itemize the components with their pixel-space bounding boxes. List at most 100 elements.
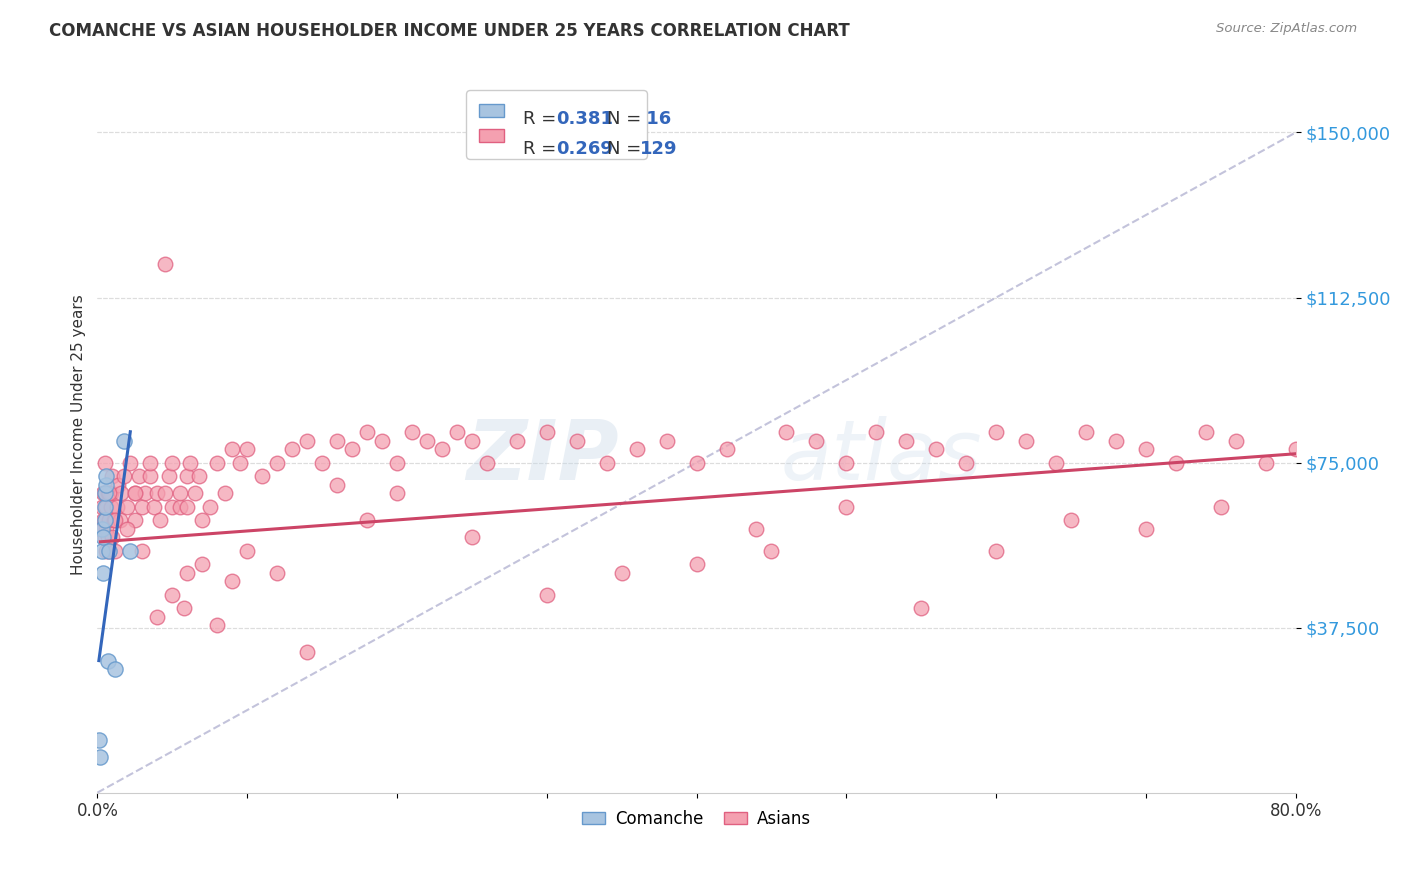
Point	[131, 543, 153, 558]
Point	[461, 434, 484, 448]
Point	[169, 500, 191, 514]
Point	[124, 486, 146, 500]
Point	[120, 543, 142, 558]
Point	[461, 530, 484, 544]
Point	[536, 588, 558, 602]
Point	[169, 486, 191, 500]
Text: R =: R =	[523, 140, 562, 159]
Point	[205, 618, 228, 632]
Point	[101, 468, 124, 483]
Point	[340, 442, 363, 457]
Point	[446, 425, 468, 439]
Point	[117, 500, 139, 514]
Point	[430, 442, 453, 457]
Point	[326, 477, 349, 491]
Point	[1074, 425, 1097, 439]
Point	[761, 543, 783, 558]
Point	[1209, 500, 1232, 514]
Point	[176, 566, 198, 580]
Point	[183, 486, 205, 500]
Text: ZIP: ZIP	[465, 416, 619, 497]
Point	[416, 434, 439, 448]
Point	[94, 456, 117, 470]
Point	[775, 425, 797, 439]
Point	[153, 486, 176, 500]
Point	[100, 486, 122, 500]
Point	[110, 486, 132, 500]
Point	[745, 522, 768, 536]
Point	[98, 543, 121, 558]
Point	[117, 522, 139, 536]
Point	[806, 434, 828, 448]
Point	[146, 609, 169, 624]
Point	[986, 543, 1008, 558]
Point	[98, 486, 121, 500]
Point	[198, 500, 221, 514]
Point	[266, 456, 288, 470]
Point	[89, 522, 111, 536]
Point	[1135, 442, 1157, 457]
Point	[107, 477, 129, 491]
Point	[94, 486, 117, 500]
Point	[146, 486, 169, 500]
Point	[93, 513, 115, 527]
Point	[1285, 442, 1308, 457]
Point	[96, 477, 118, 491]
Point	[112, 434, 135, 448]
Point	[955, 456, 977, 470]
Point	[685, 557, 707, 571]
Point	[94, 486, 117, 500]
Point	[124, 486, 146, 500]
Point	[96, 500, 118, 514]
Point	[97, 530, 120, 544]
Point	[157, 468, 180, 483]
Point	[104, 543, 127, 558]
Point	[1195, 425, 1218, 439]
Point	[112, 468, 135, 483]
Point	[371, 434, 394, 448]
Point	[139, 468, 162, 483]
Point	[506, 434, 529, 448]
Text: R =: R =	[523, 110, 562, 128]
Point	[626, 442, 648, 457]
Text: 16: 16	[640, 110, 672, 128]
Point	[896, 434, 918, 448]
Point	[105, 500, 128, 514]
Point	[250, 468, 273, 483]
Point	[610, 566, 633, 580]
Point	[835, 500, 858, 514]
Point	[326, 434, 349, 448]
Point	[835, 456, 858, 470]
Point	[295, 645, 318, 659]
Point	[94, 513, 117, 527]
Point	[1105, 434, 1128, 448]
Point	[1135, 522, 1157, 536]
Point	[104, 662, 127, 676]
Point	[100, 500, 122, 514]
Point	[685, 456, 707, 470]
Point	[236, 543, 259, 558]
Point	[475, 456, 498, 470]
Point	[139, 456, 162, 470]
Point	[655, 434, 678, 448]
Point	[1254, 456, 1277, 470]
Point	[108, 513, 131, 527]
Point	[97, 486, 120, 500]
Point	[128, 468, 150, 483]
Text: 129: 129	[640, 140, 678, 159]
Point	[205, 456, 228, 470]
Point	[90, 522, 112, 536]
Point	[356, 513, 378, 527]
Point	[221, 442, 243, 457]
Point	[536, 425, 558, 439]
Point	[191, 557, 214, 571]
Point	[89, 750, 111, 764]
Point	[162, 456, 184, 470]
Point	[221, 574, 243, 589]
Legend: Comanche, Asians: Comanche, Asians	[575, 803, 818, 834]
Point	[103, 513, 125, 527]
Text: COMANCHE VS ASIAN HOUSEHOLDER INCOME UNDER 25 YEARS CORRELATION CHART: COMANCHE VS ASIAN HOUSEHOLDER INCOME UND…	[49, 22, 851, 40]
Point	[295, 434, 318, 448]
Point	[910, 600, 932, 615]
Point	[90, 543, 112, 558]
